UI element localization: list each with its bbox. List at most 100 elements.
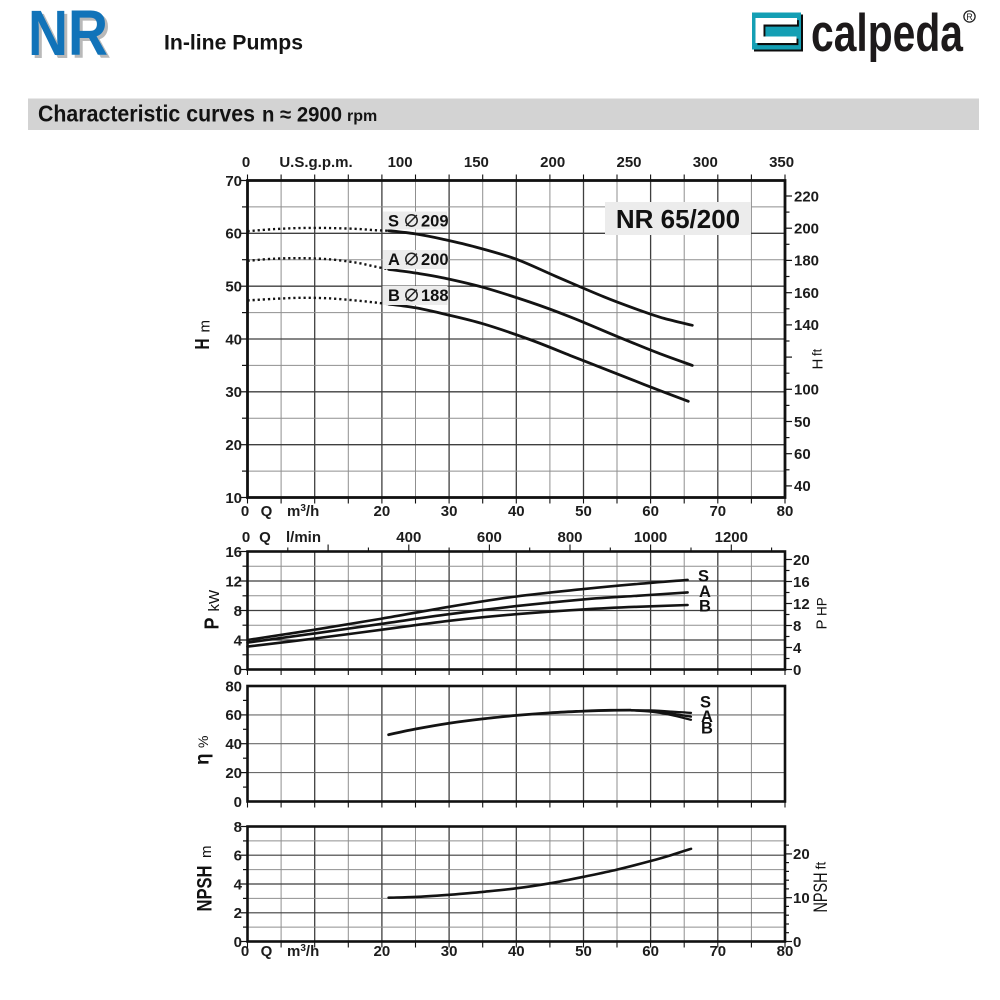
svg-text:200: 200 xyxy=(540,154,565,171)
svg-text:0: 0 xyxy=(234,794,242,811)
svg-text:60: 60 xyxy=(225,226,242,243)
svg-text:8: 8 xyxy=(234,819,242,836)
svg-text:80: 80 xyxy=(777,943,794,960)
svg-text:50: 50 xyxy=(225,279,242,296)
svg-text:0: 0 xyxy=(242,529,250,546)
svg-text:n ≈ 2900: n ≈ 2900 xyxy=(262,104,342,127)
svg-text:B: B xyxy=(701,720,713,738)
svg-text:H: H xyxy=(810,359,827,370)
svg-text:40: 40 xyxy=(508,943,525,960)
svg-text:50: 50 xyxy=(575,943,592,960)
svg-text:16: 16 xyxy=(225,544,242,561)
svg-text:2: 2 xyxy=(234,905,242,922)
svg-text:40: 40 xyxy=(508,503,525,520)
svg-text:40: 40 xyxy=(225,736,242,753)
svg-text:350: 350 xyxy=(769,154,794,171)
svg-text:150: 150 xyxy=(464,154,489,171)
svg-text:0: 0 xyxy=(234,662,242,679)
svg-text:12: 12 xyxy=(793,596,810,613)
svg-text:200: 200 xyxy=(421,251,449,269)
svg-text:80: 80 xyxy=(225,678,242,695)
svg-text:30: 30 xyxy=(441,943,458,960)
svg-text:50: 50 xyxy=(575,503,592,520)
svg-text:160: 160 xyxy=(794,285,819,302)
svg-text:HP: HP xyxy=(815,597,830,616)
svg-text:800: 800 xyxy=(557,529,582,546)
svg-text:m: m xyxy=(198,846,215,859)
svg-text:S: S xyxy=(388,213,399,231)
svg-text:Q: Q xyxy=(261,503,273,520)
svg-text:Q: Q xyxy=(259,529,271,546)
svg-text:300: 300 xyxy=(693,154,718,171)
svg-text:NR: NR xyxy=(28,0,108,69)
svg-text:In-line Pumps: In-line Pumps xyxy=(164,32,303,55)
svg-text:1000: 1000 xyxy=(634,529,667,546)
svg-text:NPSH: NPSH xyxy=(194,866,217,912)
svg-text:P: P xyxy=(202,618,224,630)
svg-text:B: B xyxy=(388,287,400,305)
svg-text:70: 70 xyxy=(709,943,726,960)
svg-text:20: 20 xyxy=(374,943,391,960)
svg-text:40: 40 xyxy=(225,331,242,348)
svg-text:NR: NR xyxy=(31,0,111,72)
svg-text:P: P xyxy=(814,619,831,629)
svg-text:188: 188 xyxy=(421,287,449,305)
svg-text:180: 180 xyxy=(794,253,819,270)
svg-text:40: 40 xyxy=(794,478,811,495)
svg-text:0: 0 xyxy=(241,943,249,960)
svg-text:Q: Q xyxy=(261,943,273,960)
svg-text:R: R xyxy=(966,12,973,22)
svg-text:m3/h: m3/h xyxy=(287,943,319,960)
svg-text:m: m xyxy=(197,320,214,333)
svg-text:kW: kW xyxy=(206,589,223,612)
svg-text:ft: ft xyxy=(810,348,825,356)
svg-text:20: 20 xyxy=(374,503,391,520)
svg-text:4: 4 xyxy=(793,640,802,657)
svg-text:20: 20 xyxy=(793,552,810,569)
svg-text:100: 100 xyxy=(794,382,819,399)
svg-text:4: 4 xyxy=(234,632,243,649)
svg-text:60: 60 xyxy=(642,943,659,960)
svg-text:140: 140 xyxy=(794,317,819,334)
svg-text:10: 10 xyxy=(225,490,242,507)
svg-text:30: 30 xyxy=(441,503,458,520)
svg-text:Characteristic curves: Characteristic curves xyxy=(38,101,255,127)
svg-text:60: 60 xyxy=(794,446,811,463)
svg-text:η: η xyxy=(193,753,214,765)
svg-text:80: 80 xyxy=(777,503,794,520)
svg-text:1200: 1200 xyxy=(715,529,748,546)
svg-text:m3/h: m3/h xyxy=(287,503,319,520)
svg-text:60: 60 xyxy=(225,707,242,724)
svg-text:10: 10 xyxy=(793,890,810,907)
svg-text:250: 250 xyxy=(616,154,641,171)
svg-text:0: 0 xyxy=(793,662,801,679)
svg-text:l/min: l/min xyxy=(286,529,321,546)
svg-text:209: 209 xyxy=(421,213,449,231)
svg-text:A: A xyxy=(699,583,711,601)
svg-text:220: 220 xyxy=(794,188,819,205)
svg-text:S: S xyxy=(698,568,709,586)
svg-text:8: 8 xyxy=(234,603,242,620)
svg-text:70: 70 xyxy=(225,173,242,190)
svg-text:H: H xyxy=(192,339,214,350)
svg-text:NR 65/200: NR 65/200 xyxy=(616,204,740,234)
svg-text:200: 200 xyxy=(794,221,819,238)
svg-text:12: 12 xyxy=(225,573,242,590)
svg-text:8: 8 xyxy=(793,618,801,635)
svg-text:4: 4 xyxy=(234,876,243,893)
svg-text:70: 70 xyxy=(709,503,726,520)
svg-text:0: 0 xyxy=(242,154,250,171)
svg-text:6: 6 xyxy=(234,848,242,865)
svg-text:0: 0 xyxy=(793,934,801,951)
svg-text:16: 16 xyxy=(793,574,810,591)
svg-text:S: S xyxy=(700,694,711,712)
svg-text:NPSH: NPSH xyxy=(811,873,832,913)
svg-text:60: 60 xyxy=(642,503,659,520)
svg-text:30: 30 xyxy=(225,384,242,401)
svg-text:A: A xyxy=(701,708,713,726)
svg-text:600: 600 xyxy=(477,529,502,546)
svg-text:0: 0 xyxy=(241,503,249,520)
svg-text:%: % xyxy=(195,736,211,748)
svg-text:U.S.g.p.m.: U.S.g.p.m. xyxy=(279,154,352,171)
svg-text:0: 0 xyxy=(234,934,242,951)
